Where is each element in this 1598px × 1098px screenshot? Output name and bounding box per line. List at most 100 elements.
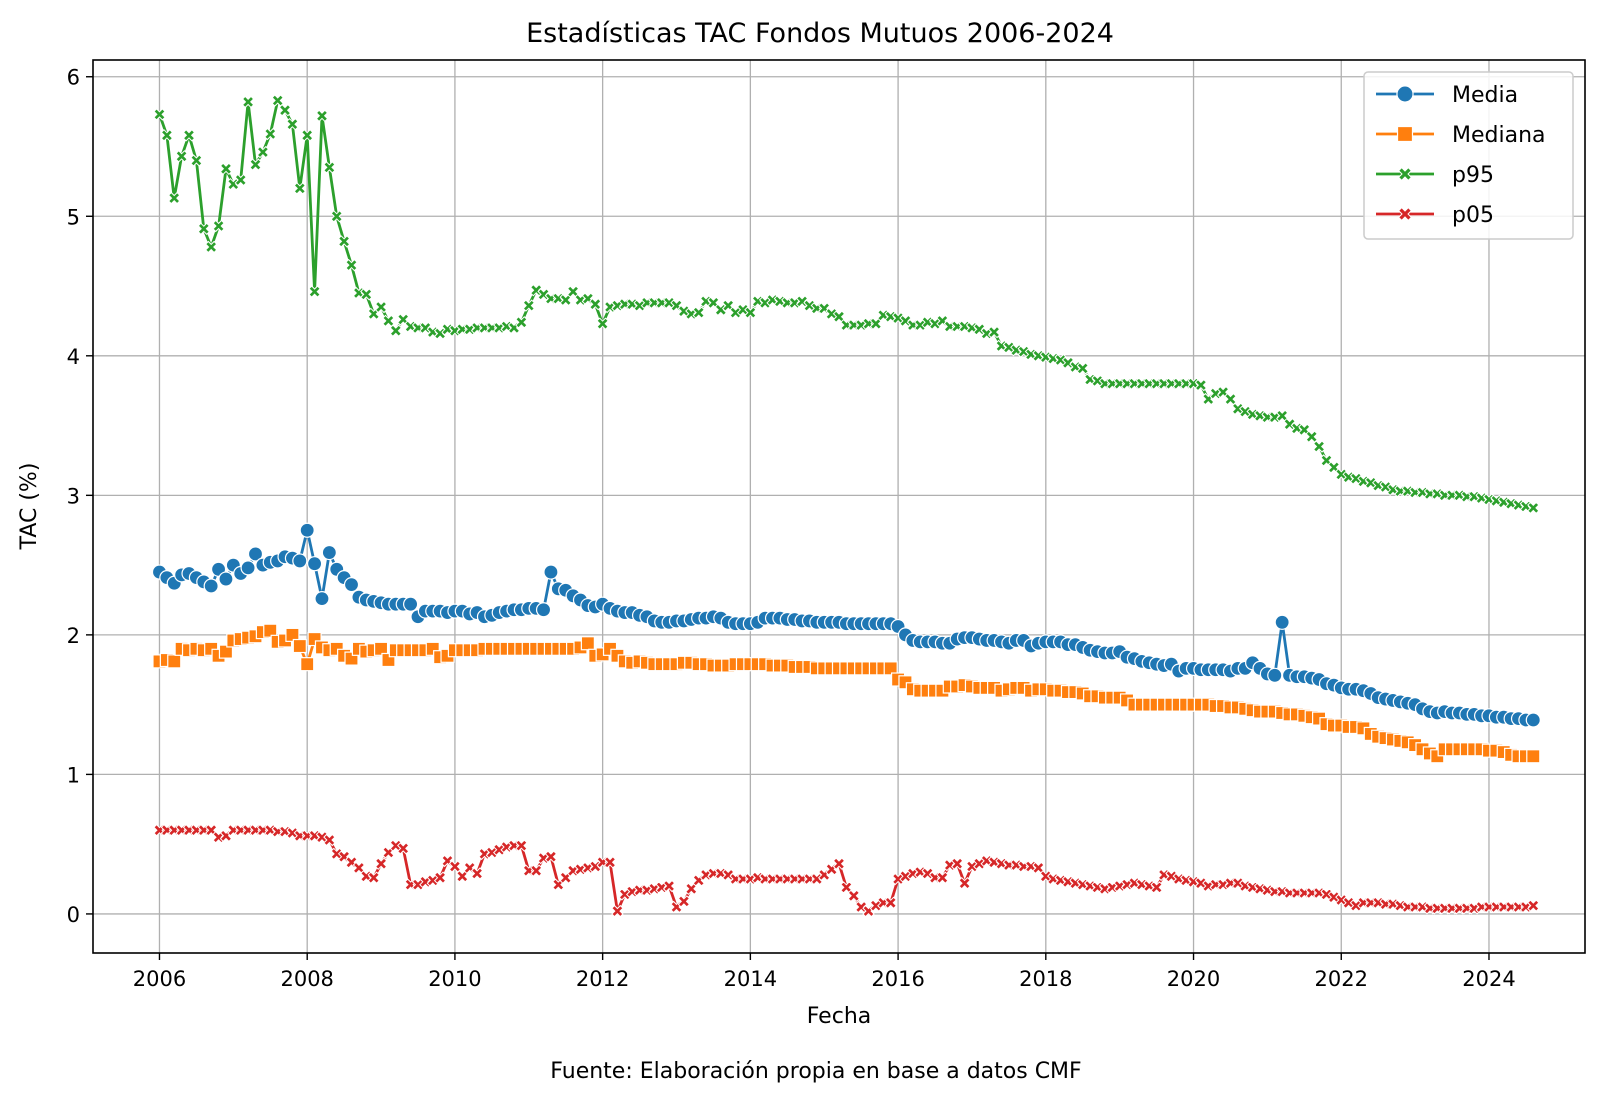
y-tick-label: 4 (67, 345, 80, 369)
data-point-p95 (729, 306, 742, 319)
data-point-p95 (219, 162, 233, 176)
data-point-p95 (522, 299, 536, 312)
plot-frame (92, 59, 1586, 954)
grid-lines (93, 60, 1585, 953)
x-tick-label: 2018 (1019, 967, 1072, 991)
data-point-p05 (618, 888, 632, 901)
data-point-p05 (396, 842, 410, 855)
data-point-p05 (426, 874, 440, 887)
data-point-mediana (1526, 749, 1541, 764)
data-point-p95 (1194, 378, 1208, 392)
y-tick-label: 3 (67, 484, 80, 508)
data-point-p95 (345, 258, 358, 272)
data-point-p95 (382, 314, 395, 328)
x-tick-label: 2010 (428, 967, 481, 991)
legend-item-p95: p95 (1376, 163, 1494, 188)
data-point-p05 (411, 878, 425, 891)
legend-marker-mediana (1396, 125, 1414, 143)
data-point-p05 (869, 899, 883, 912)
x-tick-label: 2016 (871, 967, 924, 991)
data-point-p05 (958, 876, 971, 890)
data-point-p95 (1305, 430, 1318, 443)
data-point-media (343, 577, 360, 593)
legend-item-media: Media (1376, 83, 1518, 108)
data-point-p95 (241, 95, 255, 109)
x-tick-label: 2014 (724, 967, 777, 991)
x-tick-label: 2008 (280, 967, 333, 991)
x-axis: 2006 2008 2010 2012 2014 2016 2018 2020 2022 2024 (133, 953, 1516, 991)
series-p95 (153, 94, 1540, 515)
data-point-mediana (285, 627, 300, 642)
data-point-p95 (256, 145, 270, 159)
data-point-p05 (515, 839, 528, 852)
data-point-p05 (677, 895, 691, 908)
legend-marker-p95 (1397, 166, 1413, 182)
data-point-p05 (611, 904, 624, 918)
data-point-p95 (515, 316, 528, 329)
data-point-mediana (167, 654, 182, 669)
data-point-media (240, 560, 256, 576)
data-point-p95 (559, 293, 572, 307)
data-point-media (403, 596, 419, 612)
x-tick-label: 2022 (1315, 967, 1368, 991)
data-point-mediana (292, 638, 307, 654)
data-point-p95 (278, 103, 292, 117)
data-point-p95 (389, 324, 403, 337)
data-point-p95 (1076, 362, 1089, 375)
legend-label-p95: p95 (1452, 163, 1494, 188)
data-point-mediana (218, 644, 234, 659)
data-point-p05 (840, 881, 853, 894)
data-point-mediana (373, 641, 389, 656)
data-point-p05 (374, 857, 388, 870)
legend-box (1363, 71, 1574, 240)
data-point-p05 (1349, 899, 1363, 912)
data-point-p95 (204, 240, 218, 254)
legend-marker-p05 (1397, 206, 1413, 222)
data-point-p95 (633, 299, 646, 312)
legend: Media Mediana p95 p05 (1363, 71, 1574, 240)
data-point-p05 (1032, 861, 1045, 875)
data-point-p95 (566, 285, 580, 298)
data-point-p05 (492, 843, 506, 856)
data-point-p05 (544, 850, 558, 863)
y-tick-label: 2 (67, 624, 80, 648)
series-media (151, 522, 1541, 728)
data-point-p95 (300, 129, 314, 142)
y-axis-label: TAC (%) (17, 463, 42, 551)
data-point-p95 (308, 285, 321, 298)
data-point-media (321, 544, 337, 561)
data-point-p95 (1275, 409, 1289, 423)
data-point-p95 (913, 318, 927, 332)
data-point-p05 (448, 860, 462, 873)
data-point-media (306, 556, 323, 572)
data-point-media (1267, 667, 1283, 683)
data-point-p05 (433, 871, 447, 884)
data-point-p05 (367, 871, 380, 884)
data-point-p05 (1150, 881, 1163, 894)
data-point-p95 (337, 235, 351, 248)
x-tick-label: 2024 (1462, 967, 1515, 991)
legend-item-p05: p05 (1376, 203, 1494, 228)
data-point-p05 (884, 896, 897, 910)
data-point-mediana (263, 623, 278, 638)
series-layer (151, 94, 1541, 918)
data-point-p95 (758, 296, 772, 310)
data-point-media (299, 522, 315, 538)
data-point-media (314, 590, 330, 607)
y-tick-label: 6 (67, 66, 80, 90)
data-point-p05 (950, 857, 964, 870)
data-point-p95 (286, 117, 299, 131)
series-p05 (153, 823, 1540, 918)
data-point-p95 (264, 127, 277, 141)
data-point-media (218, 571, 234, 587)
data-point-p95 (1312, 440, 1326, 453)
x-tick-label: 2020 (1167, 967, 1220, 991)
data-point-p95 (744, 306, 757, 319)
data-point-p95 (234, 173, 247, 187)
data-point-p95 (987, 325, 1001, 339)
data-point-p05 (936, 871, 949, 884)
data-point-p95 (869, 317, 883, 330)
series-mediana (152, 623, 1541, 764)
data-point-p05 (847, 889, 861, 903)
